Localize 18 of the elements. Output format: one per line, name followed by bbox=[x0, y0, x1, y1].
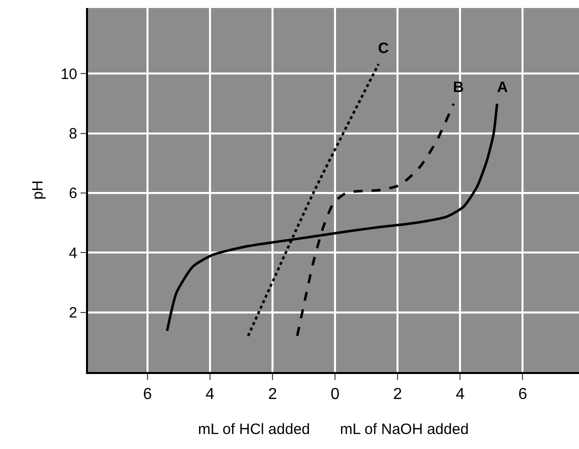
y-tick-label: 2 bbox=[68, 304, 78, 322]
x-tick-label: 4 bbox=[456, 386, 465, 403]
y-tick-label: 10 bbox=[60, 66, 78, 83]
y-tick-label: 8 bbox=[68, 126, 78, 143]
line-series bbox=[296, 102, 455, 338]
x-tick-label: 0 bbox=[330, 386, 340, 403]
x-tick-label: 2 bbox=[268, 386, 278, 403]
y-tick-label: 4 bbox=[68, 244, 78, 262]
text: mL of NaOH added bbox=[340, 421, 469, 438]
x-tick-label: 6 bbox=[142, 386, 152, 403]
x-tick-label: 2 bbox=[393, 386, 402, 403]
series-label: A bbox=[497, 79, 508, 96]
y-tick-label: 6 bbox=[68, 185, 78, 202]
x-tick-label: 6 bbox=[518, 386, 528, 403]
text: mL of HCl added bbox=[198, 421, 310, 438]
y-axis-title: pH bbox=[29, 180, 46, 200]
series-label: C bbox=[378, 40, 389, 57]
x-tick-label: 4 bbox=[206, 386, 215, 403]
